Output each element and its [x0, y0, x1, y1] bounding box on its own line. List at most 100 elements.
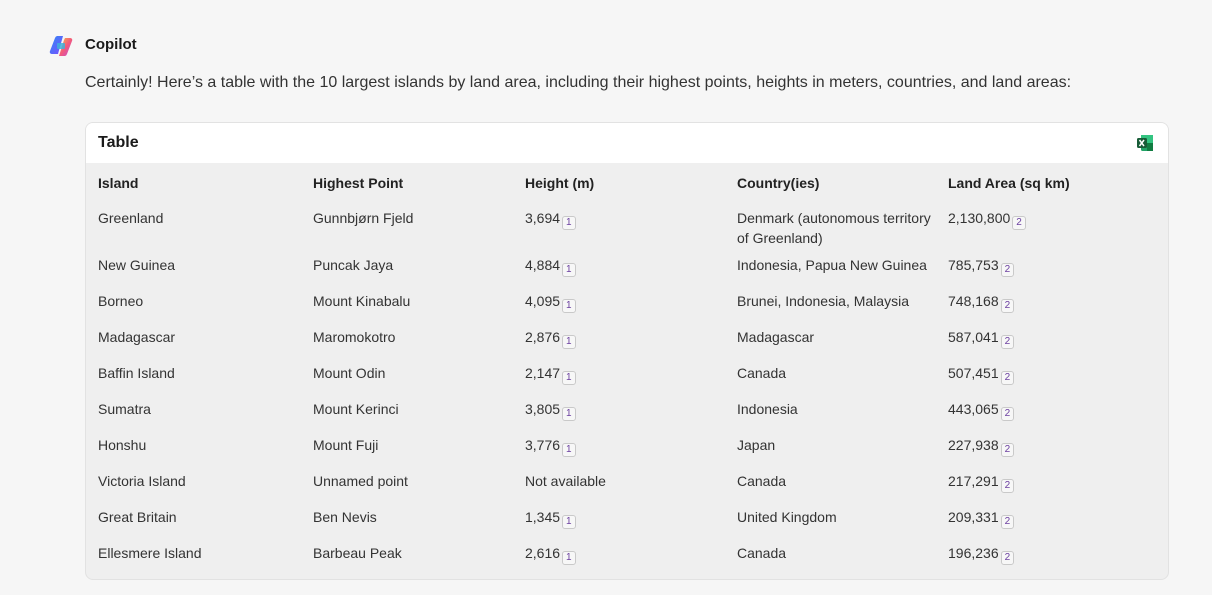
table-cell: 4,095 1 [525, 284, 737, 320]
cell-text: Barbeau Peak [313, 545, 402, 561]
column-header: Land Area (sq km) [948, 175, 1070, 191]
table-cell: Great Britain [98, 500, 313, 536]
cell-text: 217,291 [948, 473, 999, 489]
cell-text: Baffin Island [98, 365, 175, 381]
table-cell: 507,451 2 [948, 356, 1158, 392]
table-cell: 785,753 2 [948, 248, 1158, 284]
citation: 1 [562, 515, 576, 529]
assistant-name: Copilot [85, 36, 137, 53]
table-cell: Honshu [98, 428, 313, 464]
cell-text: 196,236 [948, 545, 999, 561]
cell-text: 3,694 [525, 210, 561, 226]
table-cell: Brunei, Indonesia, Malaysia [737, 284, 948, 320]
citation: 2 [1012, 216, 1026, 230]
citation: 2 [1000, 515, 1015, 529]
table-cell: 209,331 2 [948, 500, 1158, 536]
table-cell: 443,065 2 [948, 392, 1158, 428]
cell-text: 209,331 [948, 509, 999, 525]
cell-text: 2,130,800 [948, 210, 1011, 226]
column-header: Highest Point [313, 175, 404, 191]
cell-text: 4,884 [525, 257, 561, 273]
cell-text: 587,041 [948, 329, 999, 345]
cell-text: Puncak Jaya [313, 257, 394, 273]
column-header: Height (m) [525, 175, 595, 191]
citation: 2 [1000, 443, 1015, 457]
cell-text: Sumatra [98, 401, 151, 417]
table-cell: 3,805 1 [525, 392, 737, 428]
cell-text: 443,065 [948, 401, 999, 417]
cell-text: Canada [737, 365, 787, 381]
cell-text: Mount Fuji [313, 437, 379, 453]
cell-text: Ben Nevis [313, 509, 377, 525]
citation: 2 [1000, 371, 1015, 385]
citation: 1 [562, 371, 576, 385]
citation: 1 [562, 299, 576, 313]
table-cell: United Kingdom [737, 500, 948, 536]
table-cell: Victoria Island [98, 464, 313, 500]
table-cell: Canada [737, 464, 948, 500]
column-header: Island [98, 175, 139, 191]
table-title: Table [98, 134, 139, 151]
table-cell: Canada [737, 356, 948, 392]
cell-text: 1,345 [525, 509, 561, 525]
cell-text: Not available [525, 473, 606, 489]
table-cell: 587,041 2 [948, 320, 1158, 356]
cell-text: 2,147 [525, 365, 561, 381]
table-row: New Guinea Puncak Jaya 4,884 1 Indonesia, Pa… [98, 248, 1158, 284]
table-cell: Baffin Island [98, 356, 313, 392]
table-body: Greenland Gunnbjørn Fjeld 3,694 1 Denmark (a… [98, 201, 1158, 572]
table-cell: 2,147 1 [525, 356, 737, 392]
table-row: Madagascar Maromokotro 2,876 1 Madagascar 587… [98, 320, 1158, 356]
table-header: Table [86, 123, 1168, 163]
cell-text: 507,451 [948, 365, 999, 381]
table-cell: 748,168 2 [948, 284, 1158, 320]
citation: 2 [1000, 551, 1015, 565]
cell-text: Brunei, Indonesia, Malaysia [737, 293, 909, 309]
table-cell: Denmark (autonomous territory of Greenla… [737, 201, 948, 248]
cell-text: Canada [737, 545, 787, 561]
message-text: Certainly! Here’s a table with the 10 la… [85, 74, 1072, 91]
islands-table: Island Highest Point Height (m) Country(ies… [98, 163, 1158, 572]
cell-text: 3,805 [525, 401, 561, 417]
table-cell: Madagascar [737, 320, 948, 356]
table-cell: 3,776 1 [525, 428, 737, 464]
table-row: Baffin Island Mount Odin 2,147 1 Canada 507,4… [98, 356, 1158, 392]
table-cell: Japan [737, 428, 948, 464]
cell-text: Mount Kinabalu [313, 293, 411, 309]
table-cell: Ben Nevis [313, 500, 525, 536]
table-cell: 2,130,800 2 [948, 201, 1158, 248]
cell-text: 3,776 [525, 437, 561, 453]
cell-text: Gunnbjørn Fjeld [313, 210, 414, 226]
copilot-logo [49, 36, 73, 56]
cell-text: Greenland [98, 210, 164, 226]
cell-text: Victoria Island [98, 473, 186, 489]
table-cell: 217,291 2 [948, 464, 1158, 500]
column-header: Country(ies) [737, 175, 820, 191]
citation: 1 [562, 407, 576, 421]
citation: 1 [562, 551, 576, 565]
export-excel-button[interactable] [1136, 134, 1154, 152]
cell-text: Indonesia, Papua New Guinea [737, 257, 927, 273]
cell-text: Unnamed point [313, 473, 408, 489]
table-cell: Unnamed point [313, 464, 525, 500]
table-row: Ellesmere Island Barbeau Peak 2,616 1 Canada… [98, 536, 1158, 572]
table-cell: 2,616 1 [525, 536, 737, 572]
citation: 1 [562, 335, 576, 349]
table-cell: Ellesmere Island [98, 536, 313, 572]
table-cell: Mount Odin [313, 356, 525, 392]
table-cell: Indonesia [737, 392, 948, 428]
cell-text: 4,095 [525, 293, 561, 309]
table-cell: 2,876 1 [525, 320, 737, 356]
table-cell: Mount Fuji [313, 428, 525, 464]
table-cell: 3,694 1 [525, 201, 737, 248]
cell-text: New Guinea [98, 257, 176, 273]
cell-text: Japan [737, 437, 776, 453]
cell-text: Ellesmere Island [98, 545, 202, 561]
table-cell: Madagascar [98, 320, 313, 356]
cell-text: Indonesia [737, 401, 798, 417]
table-cell: 4,884 1 [525, 248, 737, 284]
table-row: Victoria Island Unnamed point Not availabl… [98, 464, 1158, 500]
citation: 2 [1000, 407, 1015, 421]
citation: 1 [562, 443, 576, 457]
